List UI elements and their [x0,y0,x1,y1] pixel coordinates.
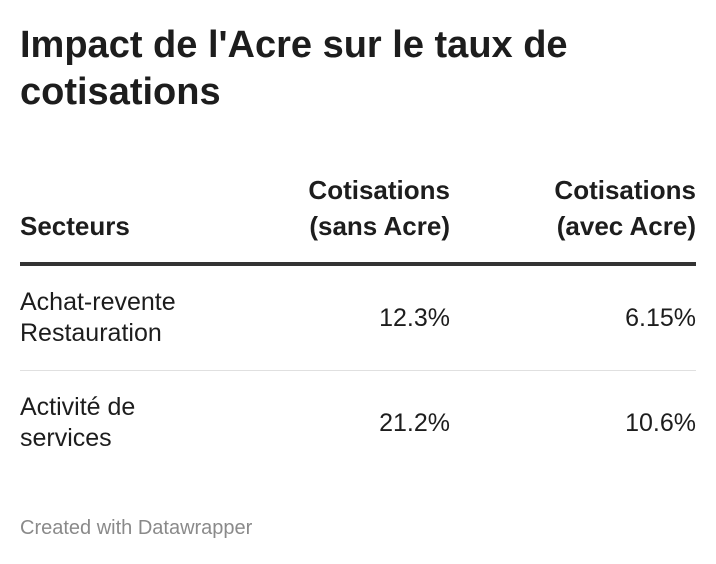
sector-label-line1: Achat-revente [20,288,176,316]
sans-acre-value: 12.3% [250,264,450,371]
sector-cell: Achat-revente Restauration [20,264,250,371]
column-header-label-line1: Cotisations [554,175,696,205]
sector-label-line2: Restauration [20,319,162,347]
table-row: Activité de services 21.2% 10.6% [20,371,696,476]
chart-title: Impact de l'Acre sur le taux de cotisati… [20,24,568,113]
sector-cell: Activité de services [20,371,250,476]
datawrapper-credit[interactable]: Created with Datawrapper [20,517,253,539]
column-header-label: Secteurs [20,211,130,241]
table-header-row: Secteurs Cotisations (sans Acre) Cotisat… [20,172,696,266]
avec-acre-value: 10.6% [625,408,696,437]
column-header-label-line1: Cotisations [308,175,450,205]
sector-label-line2: services [20,424,112,452]
column-header-label-line2: (avec Acre) [556,211,696,241]
column-header-label-line2: (sans Acre) [309,211,450,241]
column-header-avec-acre[interactable]: Cotisations (avec Acre) [450,172,696,266]
avec-acre-value: 6.15% [450,264,696,371]
data-table: Secteurs Cotisations (sans Acre) Cotisat… [20,172,696,475]
table-row: Achat-revente Restauration 12.3% 6.15% [20,264,696,371]
column-header-secteurs[interactable]: Secteurs [20,172,250,266]
column-header-sans-acre[interactable]: Cotisations (sans Acre) [250,172,450,266]
sans-acre-value: 21.2% [379,408,450,437]
sector-label-line1: Activité de [20,393,136,421]
